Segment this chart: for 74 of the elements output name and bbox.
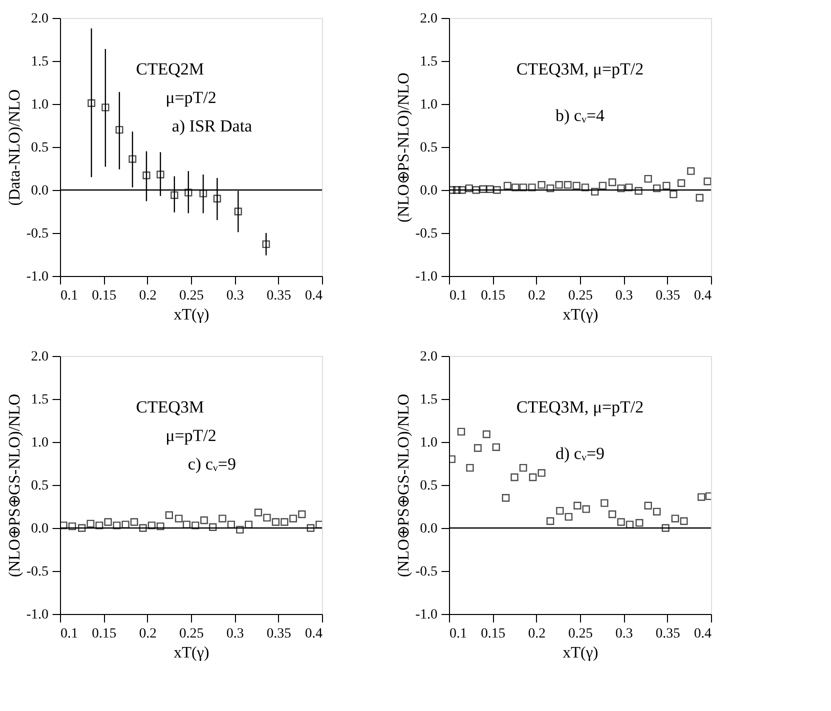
- y-tick-label: 2.0: [420, 350, 438, 364]
- y-tick-label: 2.0: [31, 12, 48, 26]
- y-tick-label: -0.5: [26, 564, 48, 580]
- y-tick-label: 1.5: [31, 392, 48, 408]
- x-tick-label: 0.35: [266, 288, 292, 304]
- y-tick-label: 1.0: [31, 98, 48, 112]
- x-tick-label: 0.4: [694, 626, 712, 642]
- x-axis-title: xT(γ): [174, 644, 210, 662]
- y-tick-label: -0.5: [415, 564, 438, 580]
- y-tick-label: 0.5: [31, 478, 48, 494]
- y-tick-label: 1.5: [420, 54, 438, 70]
- y-tick-label: -1.0: [26, 270, 48, 284]
- y-tick-label: 2.0: [420, 12, 438, 26]
- x-tick-label: 0.15: [92, 626, 116, 642]
- x-tick-label: 0.25: [179, 288, 204, 304]
- y-tick-label: 2.0: [31, 350, 48, 364]
- annotation: CTEQ3M, μ=pT/2: [516, 60, 644, 79]
- annotation: CTEQ2M: [136, 60, 204, 79]
- y-axis-title: (NLO⊕PS-NLO)/NLO: [395, 72, 412, 222]
- x-tick-label: 0.25: [568, 626, 593, 642]
- y-tick-label: 1.5: [420, 392, 438, 408]
- x-tick-label: 0.2: [528, 626, 546, 642]
- x-axis-title: xT(γ): [562, 306, 598, 324]
- x-tick-label: 0.15: [480, 288, 506, 304]
- y-tick-label: 0.5: [31, 140, 48, 156]
- y-axis-title: (NLO⊕PS⊕GS-NLO)/NLO: [6, 394, 24, 578]
- x-tick-label: 0.1: [60, 626, 78, 642]
- x-axis-title: xT(γ): [174, 306, 210, 324]
- y-tick-label: -0.5: [26, 226, 48, 242]
- x-tick-label: 0.35: [266, 626, 292, 642]
- x-tick-label: 0.2: [528, 288, 546, 304]
- y-tick-label: 0.5: [420, 140, 438, 156]
- x-tick-label: 0.1: [450, 288, 467, 304]
- x-tick-label: 0.1: [450, 626, 467, 642]
- y-tick-label: 1.0: [31, 436, 48, 450]
- y-tick-label: 0.5: [420, 478, 438, 494]
- y-axis-title: (Data-NLO)/NLO: [6, 89, 24, 206]
- y-tick-label: -1.0: [26, 608, 48, 622]
- x-tick-label: 0.35: [656, 288, 680, 304]
- y-tick-label: 1.0: [420, 436, 438, 450]
- x-tick-label: 0.1: [60, 288, 78, 304]
- x-tick-label: 0.3: [615, 288, 633, 304]
- annotation: CTEQ3M, μ=pT/2: [516, 398, 644, 417]
- x-tick-label: 0.15: [480, 626, 506, 642]
- y-tick-label: 0.0: [420, 522, 438, 536]
- y-tick-label: -0.5: [415, 226, 438, 242]
- y-tick-label: 1.5: [31, 54, 48, 70]
- x-tick-label: 0.2: [139, 626, 157, 642]
- y-tick-label: -1.0: [415, 270, 438, 284]
- y-tick-label: 0.0: [31, 522, 48, 536]
- annotation: μ=pT/2: [166, 88, 216, 107]
- annotation: μ=pT/2: [166, 426, 216, 445]
- y-axis-title: (NLO⊕PS⊕GS-NLO)/NLO: [395, 394, 412, 578]
- y-tick-label: 0.0: [420, 184, 438, 198]
- x-tick-label: 0.4: [305, 626, 322, 642]
- x-tick-label: 0.2: [139, 288, 157, 304]
- y-tick-label: -1.0: [415, 608, 438, 622]
- annotation: d) cᵥ=9: [555, 444, 605, 464]
- y-tick-label: 0.0: [31, 184, 48, 198]
- x-tick-label: 0.35: [656, 626, 680, 642]
- x-tick-label: 0.25: [179, 626, 204, 642]
- x-tick-label: 0.4: [694, 288, 712, 304]
- annotation: c) cᵥ=9: [188, 454, 236, 474]
- annotation: CTEQ3M: [136, 398, 204, 417]
- x-tick-label: 0.25: [568, 288, 593, 304]
- annotation: b) cᵥ=4: [555, 106, 606, 126]
- x-tick-label: 0.3: [226, 626, 244, 642]
- y-tick-label: 1.0: [420, 98, 438, 112]
- x-tick-label: 0.3: [226, 288, 244, 304]
- x-tick-label: 0.15: [92, 288, 116, 304]
- x-axis-title: xT(γ): [562, 644, 598, 662]
- annotation: a) ISR Data: [172, 116, 253, 136]
- x-tick-label: 0.4: [305, 288, 322, 304]
- x-tick-label: 0.3: [615, 626, 633, 642]
